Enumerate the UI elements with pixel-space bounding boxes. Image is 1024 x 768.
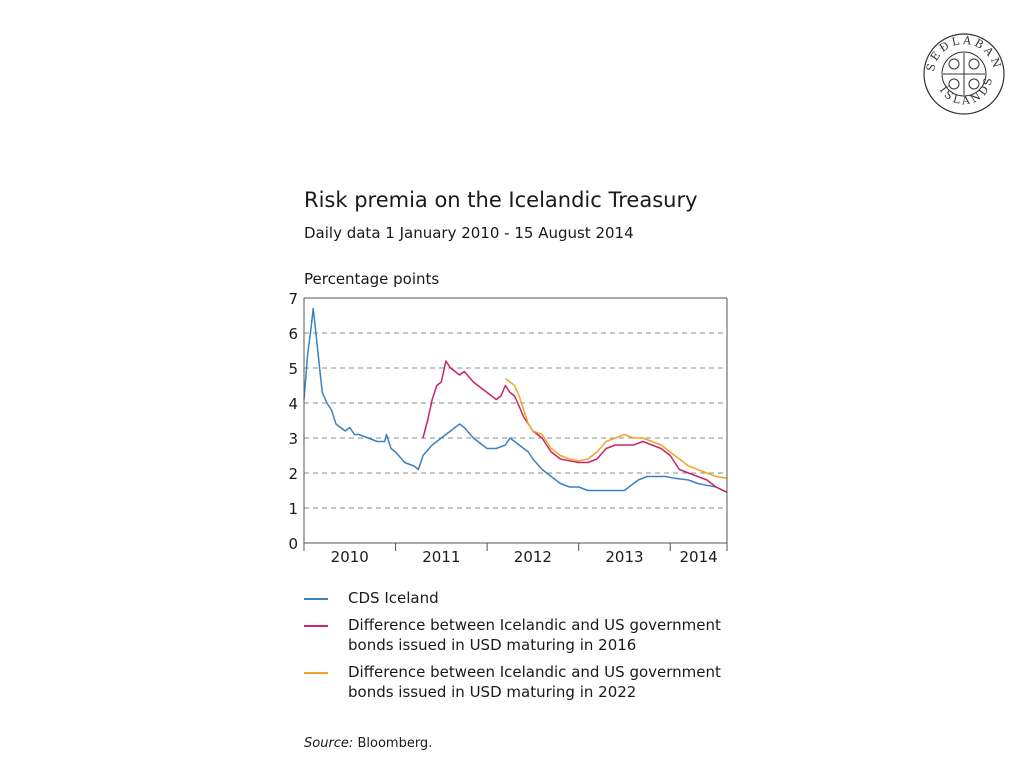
y-tick-label-1: 1 [288,500,298,518]
gridlines [304,332,727,509]
y-tick-label-5: 5 [288,360,298,378]
legend-item-usd-2022: Difference between Icelandic and US gove… [304,662,744,702]
legend-label-cds: CDS Iceland [348,589,439,607]
legend-item-cds: CDS Iceland [304,588,744,608]
source-note: Source: Bloomberg. [304,736,432,751]
legend-label-usd-2022: Difference between Icelandic and US gove… [348,663,721,701]
series-lines [303,307,728,493]
source-label: Source: [304,736,354,751]
source-text: Bloomberg. [357,736,433,751]
y-axis-label: Percentage points [304,270,440,288]
y-tick-label-2: 2 [288,465,298,483]
series-line-usd-2022 [504,377,728,480]
y-tick-label-4: 4 [288,395,298,413]
x-tick-label-2011: 2011 [422,548,460,566]
x-tick-label-2010: 2010 [331,548,369,566]
series-line-cds [303,307,728,493]
x-tick-label-2014: 2014 [680,548,718,566]
x-tick-label-2012: 2012 [514,548,552,566]
legend-swatch-usd-2022 [304,672,328,674]
legend-swatch-cds [304,598,328,600]
legend-label-usd-2016: Difference between Icelandic and US gove… [348,616,721,654]
y-tick-label-6: 6 [288,325,298,343]
y-tick-label-0: 0 [288,535,298,553]
chart-legend: CDS Iceland Difference between Icelandic… [304,588,744,709]
legend-swatch-usd-2016 [304,625,328,627]
y-tick-label-7: 7 [288,290,298,308]
x-tick-label-2013: 2013 [605,548,643,566]
chart-title: Risk premia on the Icelandic Treasury [304,188,698,212]
y-tick-label-3: 3 [288,430,298,448]
legend-item-usd-2016: Difference between Icelandic and US gove… [304,615,744,655]
chart-subtitle: Daily data 1 January 2010 - 15 August 20… [304,224,634,242]
axes: 0 1 2 3 4 5 6 7 2010 2011 2012 2013 2014 [288,290,728,566]
